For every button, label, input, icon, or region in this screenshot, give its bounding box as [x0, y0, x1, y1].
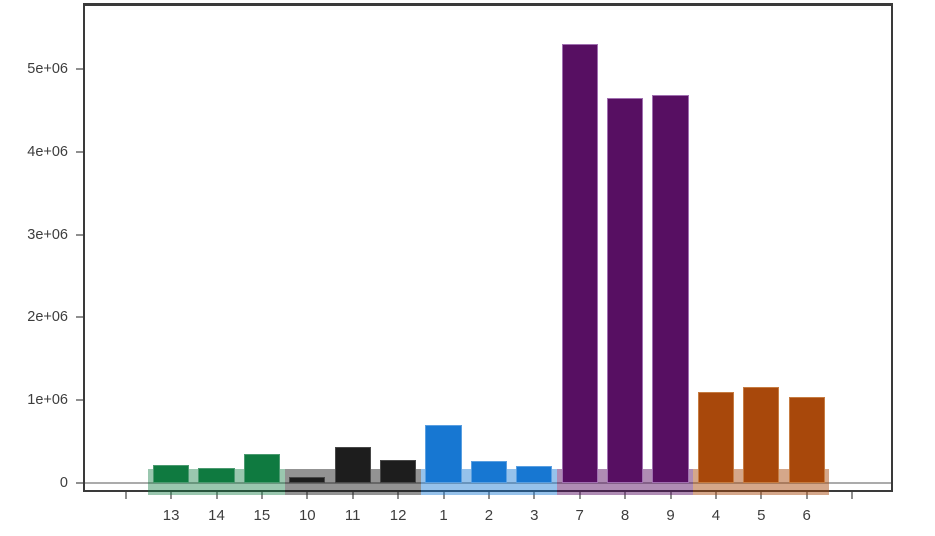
x-tick-label: 13	[162, 507, 180, 524]
bar-10	[289, 477, 326, 483]
bar-13	[152, 464, 190, 483]
x-tick	[351, 492, 354, 499]
x-tick-label: 3	[530, 507, 539, 524]
y-tick	[76, 150, 83, 153]
x-tick	[805, 492, 808, 499]
x-tick	[306, 492, 309, 499]
x-tick-label: 11	[344, 507, 361, 524]
x-tick-label: 1	[439, 507, 448, 524]
x-tick-label: 4	[711, 507, 721, 524]
x-tick	[260, 492, 263, 499]
bar-12	[379, 459, 417, 483]
zero-line	[85, 482, 891, 484]
bar-9	[652, 94, 689, 483]
x-tick	[442, 492, 445, 499]
bar-11	[334, 447, 371, 483]
x-tick	[124, 492, 127, 499]
x-tick-label: 12	[389, 507, 407, 524]
x-tick-label: 15	[253, 507, 271, 524]
bar-4	[697, 391, 735, 483]
x-tick	[851, 492, 854, 499]
y-tick	[76, 399, 83, 402]
bar-7	[561, 44, 598, 483]
x-tick	[578, 492, 581, 499]
bar-3	[516, 465, 553, 483]
x-tick-label: 9	[666, 507, 675, 524]
x-tick	[487, 492, 490, 499]
y-tick-label: 3e+06	[27, 226, 68, 243]
y-tick	[76, 316, 83, 319]
y-tick-label: 0	[59, 475, 68, 491]
plot-area	[83, 3, 893, 492]
x-tick	[533, 492, 536, 499]
x-tick	[397, 492, 400, 499]
y-tick	[76, 233, 83, 236]
y-tick-label: 1e+06	[27, 392, 68, 409]
x-tick	[170, 492, 173, 499]
x-tick	[669, 492, 672, 499]
x-tick-label: 2	[484, 507, 494, 524]
bar-6	[788, 396, 825, 483]
bar-8	[606, 97, 644, 483]
bar-14	[198, 468, 235, 483]
x-tick	[215, 492, 218, 499]
y-tick-label: 5e+06	[27, 61, 68, 77]
y-tick-label: 4e+06	[27, 143, 68, 160]
bar-2	[470, 461, 508, 483]
x-tick	[714, 492, 717, 499]
x-tick-label: 7	[575, 507, 584, 524]
x-tick-label: 10	[298, 507, 316, 524]
x-tick-label: 6	[802, 507, 811, 524]
y-tick	[76, 482, 83, 484]
x-tick-label: 5	[757, 507, 766, 524]
y-tick	[76, 68, 83, 70]
bar-1	[425, 425, 462, 483]
bar-15	[243, 454, 281, 483]
x-tick-label: 14	[208, 507, 225, 524]
bar-5	[743, 386, 780, 483]
x-tick	[624, 492, 627, 499]
x-tick-label: 8	[620, 507, 630, 524]
x-tick	[760, 492, 763, 499]
y-tick-label: 2e+06	[27, 309, 68, 326]
